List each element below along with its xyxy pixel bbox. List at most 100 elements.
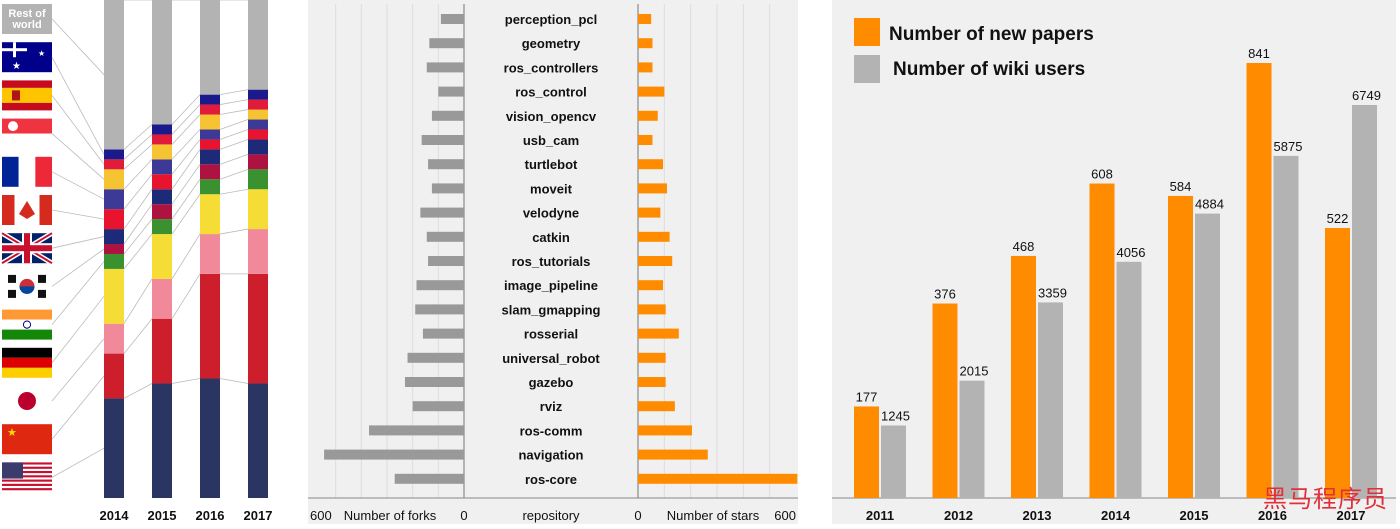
bar-fr-2016	[200, 129, 220, 140]
users-value-label: 2015	[960, 364, 989, 379]
in-saffron	[2, 309, 52, 320]
es-bottom	[2, 102, 52, 111]
bar-kr-2014	[104, 244, 124, 254]
connector-line	[123, 124, 153, 150]
connector-line	[171, 179, 201, 220]
forks-bar	[431, 183, 464, 194]
bar-ca-2016	[200, 139, 220, 150]
bar-ca-2014	[104, 209, 124, 230]
repository-label: gazebo	[529, 375, 574, 390]
connector-line	[171, 378, 201, 384]
connector-line	[219, 109, 249, 115]
papers-bar	[1011, 255, 1036, 498]
bar-sg-2015	[152, 144, 172, 160]
forks-bar	[420, 207, 464, 218]
bar-kr-2015	[152, 204, 172, 220]
bar-jp-2014	[104, 323, 124, 354]
bar-us-2014	[104, 398, 124, 498]
stars-bar	[638, 352, 666, 363]
stars-bar	[638, 425, 692, 436]
connector-line	[219, 129, 249, 140]
repository-label: usb_cam	[523, 133, 579, 148]
repository-label: rviz	[540, 399, 563, 414]
flag-in-icon	[2, 309, 52, 340]
legend-leader-line	[51, 57, 105, 155]
es-arms	[12, 90, 20, 101]
legend-papers-swatch	[854, 18, 880, 46]
forks-bar	[412, 401, 464, 412]
repository-label: velodyne	[523, 206, 579, 221]
connector-line	[123, 134, 153, 160]
legend-leader-line	[51, 261, 105, 325]
es-mid	[2, 87, 52, 103]
watermark: 黑马程序员	[1263, 485, 1388, 513]
stars-bar	[638, 256, 673, 266]
sg-moon	[8, 121, 18, 132]
papers-bar	[932, 303, 958, 498]
year-label: 2015	[1180, 508, 1209, 523]
fr-blue	[2, 156, 19, 187]
forks-bar	[428, 159, 464, 170]
forks-bar	[369, 425, 464, 436]
year-label: 2017	[1337, 508, 1366, 523]
users-value-label: 4056	[1117, 245, 1146, 260]
in-white	[2, 319, 52, 330]
kr-trigram	[38, 274, 46, 283]
bar-us-2016	[200, 378, 220, 498]
repository-label: slam_gmapping	[502, 302, 601, 317]
es-top	[2, 80, 52, 88]
connector-line	[123, 144, 153, 170]
connector-line	[219, 154, 249, 165]
connector-line	[219, 139, 249, 150]
forks-bar	[438, 86, 464, 97]
connector-line	[171, 94, 201, 125]
legend-leader-line	[51, 133, 105, 180]
papers-value-label: 584	[1170, 179, 1192, 194]
bar-in-2015	[152, 219, 172, 235]
repository-label: ros_tutorials	[512, 254, 591, 269]
stars-bar	[638, 304, 666, 315]
repository-panel: perception_pcl geometry ros_controllers ros…	[308, 0, 798, 524]
users-bar	[1273, 155, 1299, 498]
repository-label: ros-core	[525, 472, 577, 487]
bar-in-2017	[248, 169, 268, 190]
au-star: ★	[12, 61, 21, 72]
connector-line	[123, 174, 153, 210]
connector-line	[123, 318, 153, 354]
repository-label: image_pipeline	[504, 278, 598, 293]
legend-users-swatch	[854, 55, 880, 83]
flag-kr-icon	[2, 271, 52, 302]
repository-label: geometry	[522, 36, 581, 51]
kr-trigram	[8, 289, 16, 298]
year-label: 2016	[1258, 508, 1287, 523]
bar-jp-2015	[152, 278, 172, 319]
flag-cn-icon: ★	[2, 424, 52, 455]
legend-leader-line	[51, 236, 105, 249]
flag-de-icon	[2, 347, 52, 378]
bar-gb-2017	[248, 139, 268, 155]
forks-bar	[404, 377, 464, 387]
flag-jp-icon	[2, 386, 52, 416]
repository-label: ros_control	[515, 85, 587, 100]
fr-red	[35, 156, 52, 187]
stars-bar	[638, 401, 675, 412]
flag-us-icon	[2, 462, 52, 491]
bar-sg-2014	[104, 169, 124, 190]
stars-bar	[638, 38, 653, 49]
papers-value-label: 376	[934, 287, 956, 302]
connector-line	[171, 104, 201, 135]
country-share-panel: 2014 2015 2016 2017 Rest of world ★ ★ ★	[0, 0, 290, 524]
users-bar	[1116, 261, 1142, 498]
connector-line	[123, 203, 153, 245]
year-label: 2014	[100, 508, 130, 523]
flag-gb-icon	[0, 231, 54, 266]
connector-line	[171, 129, 201, 160]
in-chakra	[22, 320, 32, 329]
users-value-label: 4884	[1195, 197, 1224, 212]
jp-disc	[18, 392, 36, 410]
connector-line	[171, 149, 201, 190]
connector-line	[219, 188, 249, 195]
connector-line	[219, 89, 249, 96]
users-value-label: 5875	[1274, 139, 1303, 154]
legend-leader-line	[51, 248, 105, 287]
